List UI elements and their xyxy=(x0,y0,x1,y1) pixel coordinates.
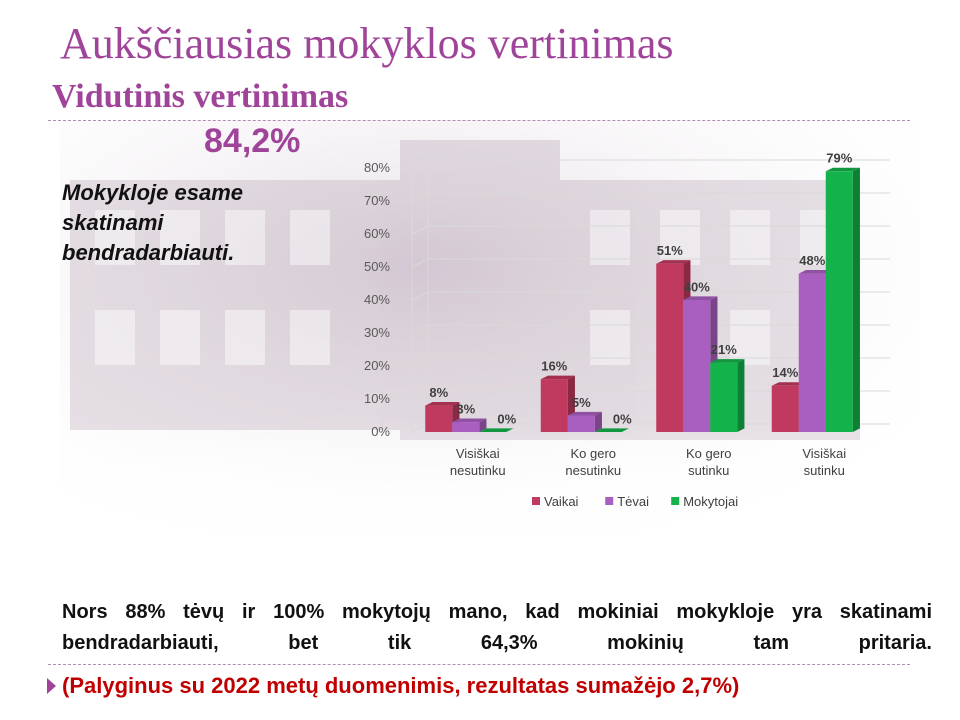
data-label: 14% xyxy=(772,365,798,380)
legend-label: Vaikai xyxy=(544,494,579,509)
gridline-diagonal xyxy=(411,192,429,202)
bar-side xyxy=(852,167,860,432)
gridline-diagonal xyxy=(411,390,429,400)
bar-front xyxy=(425,405,453,432)
bar xyxy=(825,167,860,433)
chart-bars xyxy=(425,167,860,433)
x-tick-label-line: nesutinku xyxy=(450,463,506,478)
bar-front xyxy=(567,415,595,432)
survey-statement: Mokykloje esame skatinami bendradarbiaut… xyxy=(62,180,243,265)
bar-top xyxy=(656,260,691,264)
legend-swatch xyxy=(532,497,540,505)
legend-swatch xyxy=(605,497,614,505)
y-tick-label: 80% xyxy=(364,160,390,175)
data-label: 16% xyxy=(541,359,567,374)
slide-title: Aukščiausias mokyklos vertinimas xyxy=(60,19,674,68)
y-axis-ticks: 0% 10% 20% 30% 40% 50% 60% 70% 80% xyxy=(364,160,390,439)
bar-side xyxy=(737,359,745,432)
gridline-diagonal xyxy=(411,357,429,367)
chart-legend: Vaikai Tėvai Mokytojai xyxy=(532,494,738,509)
bar-front xyxy=(540,379,568,432)
bar xyxy=(452,418,487,432)
gridline-diagonal xyxy=(411,159,429,169)
x-tick-label-line: Ko gero xyxy=(686,446,732,461)
bar xyxy=(567,411,602,432)
background-school-photo xyxy=(0,120,960,600)
bar xyxy=(710,359,745,432)
data-label: 0% xyxy=(497,411,516,426)
bar-top xyxy=(594,428,629,432)
legend-item: Vaikai xyxy=(532,494,579,509)
comparison-note: (Palyginus su 2022 metų duomenimis, rezu… xyxy=(62,673,740,698)
legend-swatch xyxy=(671,497,680,505)
y-tick-label: 50% xyxy=(364,259,390,274)
bar-front xyxy=(825,171,853,433)
x-tick-label: Visiškai sutinku xyxy=(802,446,846,478)
bar-front xyxy=(656,263,684,432)
y-tick-label: 20% xyxy=(364,358,390,373)
bar-top xyxy=(683,296,718,300)
legend-label: Tėvai xyxy=(617,494,649,509)
legend-item: Tėvai xyxy=(605,494,649,509)
data-label: 40% xyxy=(684,279,710,294)
bar-side xyxy=(594,411,602,432)
chart-data-labels: 8% 3% 0% 16% 5% 0% 51% 40% 21% 14% 48% 79% xyxy=(429,151,852,427)
gridline-diagonal xyxy=(411,225,429,235)
bar-side xyxy=(479,418,487,432)
summary-note: Nors 88% tėvų ir 100% mokytojų mano, kad… xyxy=(62,601,932,654)
bar-front xyxy=(798,273,826,432)
bar-top xyxy=(798,270,833,274)
bar-front xyxy=(771,385,799,432)
slide-subtitle: Vidutinis vertinimas xyxy=(52,78,349,115)
bar-top xyxy=(452,418,487,423)
legend-item: Mokytojai xyxy=(671,494,738,509)
x-tick-label-line: sutinku xyxy=(804,463,845,478)
bar-top xyxy=(540,375,575,380)
x-tick-label-line: Visiškai xyxy=(456,446,500,461)
bar-front xyxy=(683,300,711,432)
y-tick-label: 30% xyxy=(364,325,390,340)
gridline-diagonal xyxy=(411,324,429,334)
bar-top xyxy=(771,382,806,386)
bar-top xyxy=(479,428,514,432)
data-label: 21% xyxy=(711,342,737,357)
top-divider xyxy=(48,120,910,121)
legend-label: Mokytojai xyxy=(683,494,738,509)
bar-top xyxy=(425,402,460,406)
x-tick-label-line: Ko gero xyxy=(570,446,616,461)
y-tick-label: 60% xyxy=(364,226,390,241)
y-tick-label: 0% xyxy=(371,424,390,439)
gridline-diagonal xyxy=(411,291,429,301)
bar xyxy=(479,428,514,432)
data-label: 51% xyxy=(657,243,683,258)
bar-front xyxy=(710,362,738,432)
school-building-illustration xyxy=(0,120,960,600)
bar xyxy=(594,428,629,432)
bar-top xyxy=(825,167,860,172)
bar-front xyxy=(452,422,480,432)
y-tick-label: 40% xyxy=(364,292,390,307)
x-tick-label: Visiškai nesutinku xyxy=(450,446,506,478)
survey-bar-chart: 0% 10% 20% 30% 40% 50% 60% 70% 80% 8% 3% 0% 16% 5% 0% 5… xyxy=(364,151,890,509)
data-label: 5% xyxy=(572,395,591,410)
x-tick-label-line: sutinku xyxy=(688,463,729,478)
x-tick-label-line: nesutinku xyxy=(565,463,621,478)
bar-top xyxy=(710,359,745,363)
average-value: 84,2% xyxy=(204,122,301,160)
bullet-triangle-icon xyxy=(47,678,56,694)
x-tick-label: Ko gero nesutinku xyxy=(565,446,621,478)
gridline-diagonal xyxy=(411,258,429,268)
data-label: 3% xyxy=(456,402,475,417)
data-label: 79% xyxy=(826,151,852,166)
data-label: 0% xyxy=(613,411,632,426)
data-label: 8% xyxy=(429,385,448,400)
y-tick-label: 70% xyxy=(364,193,390,208)
bar-top xyxy=(567,411,602,416)
data-label: 48% xyxy=(799,253,825,268)
bottom-divider xyxy=(48,664,910,665)
y-tick-label: 10% xyxy=(364,391,390,406)
x-tick-label: Ko gero sutinku xyxy=(686,446,732,478)
x-tick-label-line: Visiškai xyxy=(802,446,846,461)
